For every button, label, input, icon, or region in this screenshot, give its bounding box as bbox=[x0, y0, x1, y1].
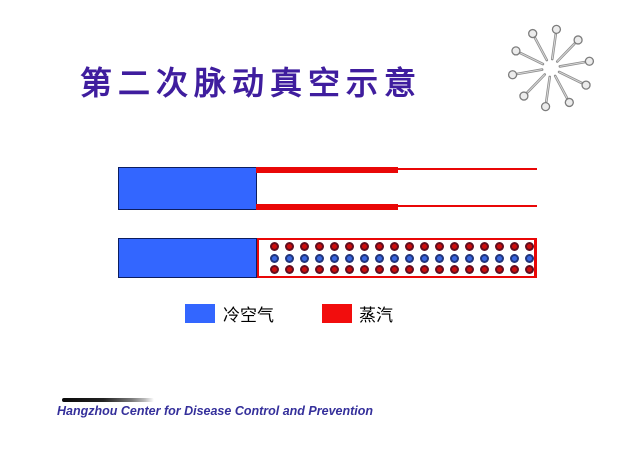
steam-dot bbox=[510, 264, 519, 274]
cold-air-dot bbox=[390, 253, 399, 263]
dot-row bbox=[259, 253, 534, 263]
steam-dot bbox=[435, 242, 444, 252]
steam-dot bbox=[405, 242, 414, 252]
cold-air-dot bbox=[300, 253, 309, 263]
cold-air-dot bbox=[495, 253, 504, 263]
cold-air-dot bbox=[480, 253, 489, 263]
steam-dot bbox=[525, 242, 534, 252]
legend-label-cold-air: 冷空气 bbox=[223, 306, 274, 326]
steam-dot bbox=[510, 242, 519, 252]
cdc-logo-mark bbox=[62, 398, 154, 402]
cold-air-dot bbox=[345, 253, 354, 263]
cold-air-plug bbox=[118, 238, 257, 278]
steam-dot bbox=[435, 264, 444, 274]
steam-dot bbox=[300, 264, 309, 274]
steam-dot bbox=[525, 264, 534, 274]
cold-air-plug bbox=[118, 167, 257, 210]
steam-wall-top bbox=[256, 167, 398, 173]
page-title: 第二次脉动真空示意 bbox=[80, 65, 423, 101]
steam-dot bbox=[405, 264, 414, 274]
steam-dot bbox=[390, 242, 399, 252]
dot-row bbox=[259, 264, 534, 274]
dot-row bbox=[259, 242, 534, 252]
steam-dot bbox=[345, 242, 354, 252]
steam-dot bbox=[375, 264, 384, 274]
footer-organization-name: Hangzhou Center for Disease Control and … bbox=[57, 404, 374, 418]
steam-mixture-chamber bbox=[257, 238, 537, 278]
cold-air-dot bbox=[435, 253, 444, 263]
cold-air-dot bbox=[420, 253, 429, 263]
cold-air-dot bbox=[270, 253, 279, 263]
cold-air-dot bbox=[405, 253, 414, 263]
steam-dot bbox=[360, 264, 369, 274]
steam-dot bbox=[450, 242, 459, 252]
steam-dot bbox=[270, 264, 279, 274]
cold-air-dot bbox=[330, 253, 339, 263]
steam-dot bbox=[450, 264, 459, 274]
steam-dot bbox=[495, 242, 504, 252]
legend-swatch-cold-air bbox=[185, 304, 215, 323]
steam-dot bbox=[420, 242, 429, 252]
steam-dot bbox=[315, 264, 324, 274]
tube-line-top bbox=[397, 168, 537, 170]
steam-dot bbox=[480, 242, 489, 252]
cold-air-dot bbox=[525, 253, 534, 263]
steam-dot bbox=[300, 242, 309, 252]
steam-dot bbox=[420, 264, 429, 274]
cold-air-dot bbox=[375, 253, 384, 263]
steam-dot bbox=[330, 264, 339, 274]
cold-air-dot bbox=[315, 253, 324, 263]
steam-dot bbox=[360, 242, 369, 252]
steam-dot bbox=[330, 242, 339, 252]
tube-line-bottom bbox=[397, 205, 537, 207]
steam-dot bbox=[465, 242, 474, 252]
steam-dot bbox=[465, 264, 474, 274]
steam-dot bbox=[480, 264, 489, 274]
steam-dot bbox=[285, 242, 294, 252]
cold-air-dot bbox=[465, 253, 474, 263]
steam-dot bbox=[270, 242, 279, 252]
legend-label-steam: 蒸汽 bbox=[359, 306, 393, 326]
cold-air-dot bbox=[450, 253, 459, 263]
pin-starburst-icon bbox=[507, 24, 595, 112]
steam-dot bbox=[315, 242, 324, 252]
steam-dot bbox=[345, 264, 354, 274]
steam-dot bbox=[495, 264, 504, 274]
steam-dot bbox=[285, 264, 294, 274]
steam-dot bbox=[375, 242, 384, 252]
steam-wall-bottom bbox=[256, 204, 398, 210]
cold-air-dot bbox=[285, 253, 294, 263]
cold-air-dot bbox=[510, 253, 519, 263]
legend-swatch-steam bbox=[322, 304, 352, 323]
cold-air-dot bbox=[360, 253, 369, 263]
steam-dot bbox=[390, 264, 399, 274]
